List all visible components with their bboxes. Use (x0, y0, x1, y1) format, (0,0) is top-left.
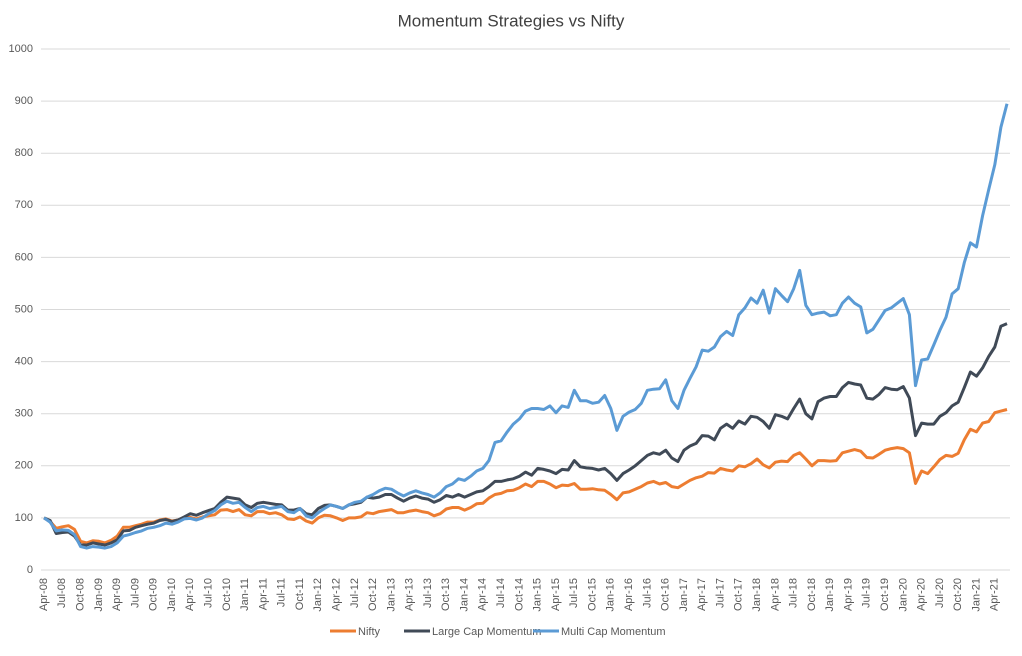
series-line (43, 103, 1009, 550)
x-tick-label: Oct-19 (879, 578, 891, 611)
x-tick-label: Jan-21 (970, 578, 982, 612)
x-tick-label: Oct-17 (733, 578, 745, 611)
legend-label: Large Cap Momentum (432, 626, 541, 638)
legend-label: Nifty (358, 626, 381, 638)
x-tick-label: Apr-13 (404, 578, 416, 611)
x-tick-label: Jan-14 (458, 578, 470, 612)
y-tick-label: 0 (27, 564, 33, 576)
x-tick-label: Apr-10 (184, 578, 196, 611)
x-tick-label: Apr-12 (330, 578, 342, 611)
series-line (43, 322, 1008, 547)
x-tick-label: Jul-09 (129, 578, 141, 608)
x-tick-label: Oct-10 (221, 578, 233, 611)
y-tick-label: 1000 (9, 43, 33, 55)
y-tick-label: 900 (15, 95, 33, 107)
y-tick-label: 500 (15, 303, 33, 315)
y-tick-label: 200 (15, 460, 33, 472)
x-tick-label: Jan-19 (824, 578, 836, 612)
chart-title: Momentum Strategies vs Nifty (398, 11, 625, 30)
x-tick-label: Apr-09 (111, 578, 123, 611)
x-tick-label: Jan-12 (312, 578, 324, 612)
y-tick-label: 600 (15, 251, 33, 263)
x-tick-label: Oct-20 (952, 578, 964, 611)
x-tick-label: Apr-14 (477, 578, 489, 611)
x-tick-label: Apr-08 (38, 578, 50, 611)
x-tick-label: Jul-16 (641, 578, 653, 608)
y-tick-label: 700 (15, 199, 33, 211)
x-tick-label: Oct-16 (660, 578, 672, 611)
x-tick-label: Oct-18 (806, 578, 818, 611)
x-tick-label: Oct-11 (294, 578, 306, 610)
x-tick-label: Apr-19 (842, 578, 854, 611)
x-tick-label: Jul-10 (203, 578, 215, 608)
x-tick-label: Jan-18 (751, 578, 763, 612)
x-tick-label: Jul-18 (788, 578, 800, 608)
x-tick-label: Jan-17 (678, 578, 690, 612)
y-tick-label: 800 (15, 147, 33, 159)
x-tick-label: Apr-16 (623, 578, 635, 611)
x-tick-label: Apr-21 (989, 578, 1001, 611)
y-tick-label: 300 (15, 408, 33, 420)
x-tick-label: Jul-08 (56, 578, 68, 608)
x-tick-label: Oct-09 (148, 578, 160, 611)
x-tick-label: Jul-12 (349, 578, 361, 608)
x-tick-label: Jul-11 (276, 578, 288, 607)
x-tick-label: Jan-16 (605, 578, 617, 612)
x-tick-label: Jan-09 (93, 578, 105, 612)
x-tick-label: Jan-13 (385, 578, 397, 612)
x-tick-label: Oct-15 (586, 578, 598, 611)
x-tick-label: Jul-14 (495, 578, 507, 608)
x-tick-label: Jan-10 (166, 578, 178, 612)
x-tick-label: Oct-08 (75, 578, 87, 611)
x-tick-label: Apr-17 (696, 578, 708, 611)
x-tick-label: Jul-20 (934, 578, 946, 608)
x-tick-label: Jul-15 (568, 578, 580, 608)
x-tick-label: Jan-20 (897, 578, 909, 612)
x-tick-label: Jan-11 (239, 578, 251, 611)
y-tick-label: 100 (15, 512, 33, 524)
x-tick-label: Apr-20 (916, 578, 928, 611)
x-tick-label: Jul-17 (714, 578, 726, 608)
x-tick-label: Jul-13 (422, 578, 434, 608)
x-tick-label: Oct-13 (440, 578, 452, 611)
x-tick-label: Oct-12 (367, 578, 379, 611)
x-tick-label: Apr-15 (550, 578, 562, 611)
x-tick-label: Jul-19 (861, 578, 873, 608)
x-tick-label: Oct-14 (513, 578, 525, 611)
legend-label: Multi Cap Momentum (561, 626, 666, 638)
x-tick-label: Apr-18 (769, 578, 781, 611)
y-tick-label: 400 (15, 356, 33, 368)
x-tick-label: Apr-11 (257, 578, 269, 610)
x-tick-label: Jan-15 (532, 578, 544, 612)
